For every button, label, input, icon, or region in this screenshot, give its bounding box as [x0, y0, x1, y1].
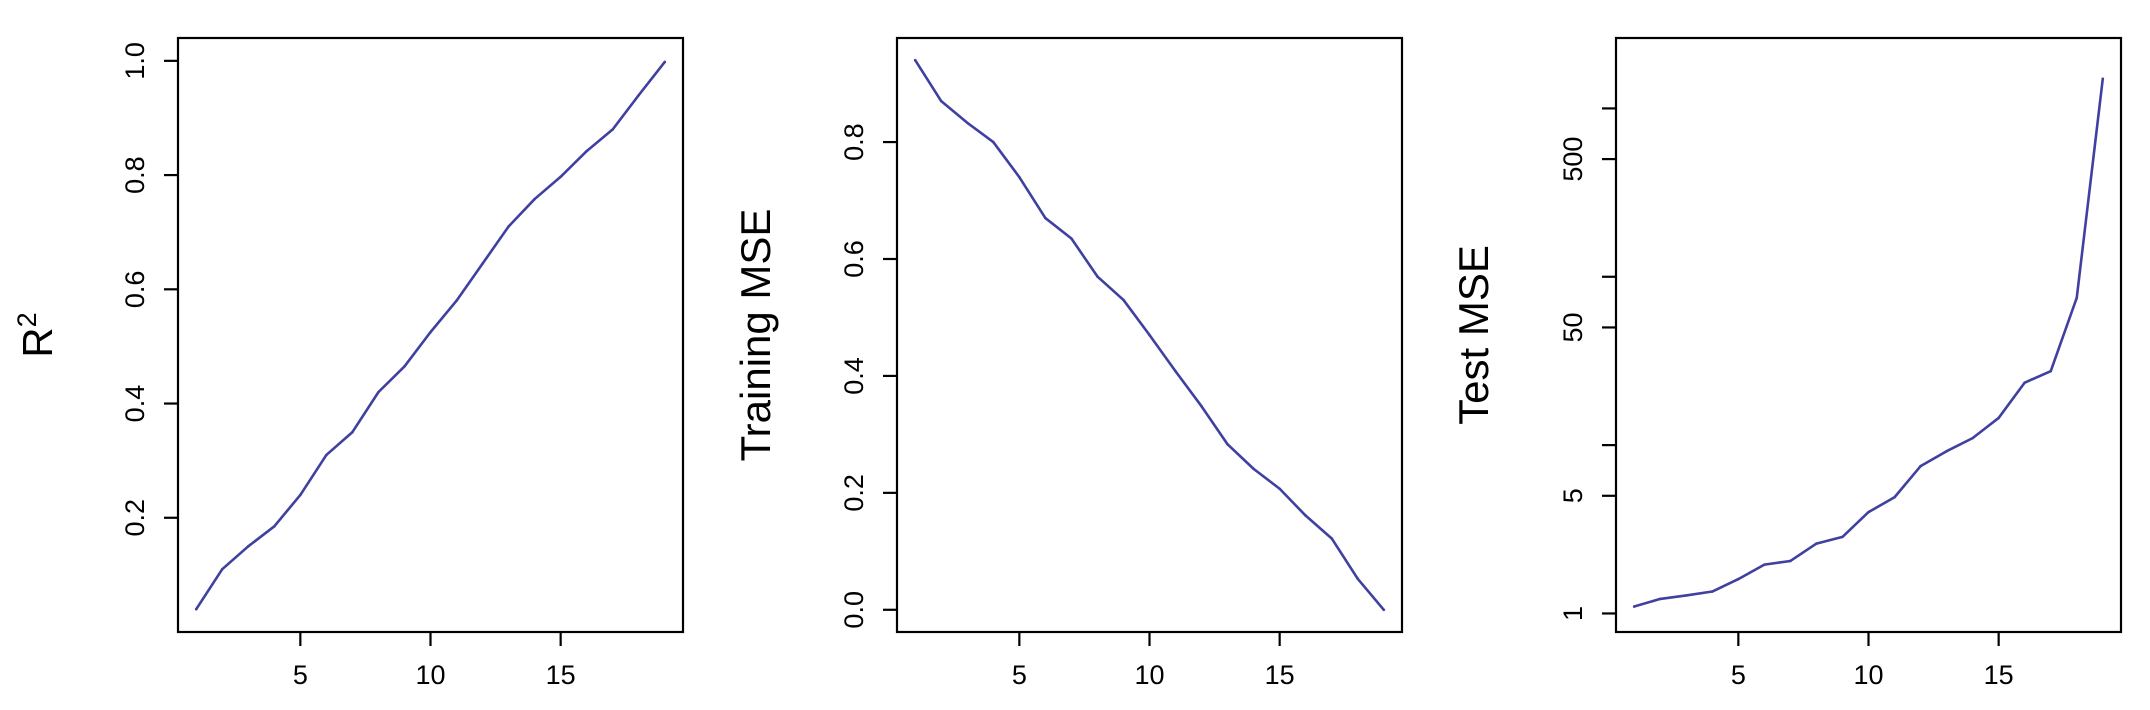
data-point: [1763, 563, 1766, 566]
data-point: [965, 121, 969, 125]
y-tick-label: 0.8: [120, 156, 150, 194]
data-point: [1789, 559, 1792, 563]
data-point: [2101, 77, 2105, 81]
series-line: [1632, 77, 2105, 608]
data-point: [1893, 495, 1896, 499]
y-tick-label: 5: [1558, 488, 1588, 503]
data-point: [1070, 237, 1073, 240]
y-axis-label: R2: [12, 312, 61, 357]
x-tick-label: 15: [1265, 660, 1295, 690]
data-point: [1174, 369, 1177, 373]
x-tick-label: 10: [1134, 660, 1164, 690]
data-point: [1382, 608, 1386, 612]
data-point: [2023, 381, 2026, 384]
data-point: [194, 607, 198, 611]
data-point: [1356, 577, 1360, 581]
y-tick-label: 0.0: [839, 591, 869, 629]
data-point: [1919, 464, 1922, 468]
data-point: [351, 430, 354, 434]
data-point: [1200, 405, 1203, 408]
y-tick-label: 0.8: [839, 123, 869, 161]
y-tick-label: 0.4: [839, 357, 869, 395]
data-point: [1096, 275, 1099, 278]
y-tick-label: 0.2: [839, 474, 869, 512]
y-tick-label: 0.2: [120, 499, 150, 537]
x-tick-label: 15: [546, 660, 576, 690]
data-point: [1997, 416, 2000, 420]
x-tick-label: 5: [1012, 660, 1027, 690]
y-tick-label: 0.6: [839, 240, 869, 278]
y-tick-label: 500: [1558, 137, 1588, 182]
data-point: [1737, 577, 1740, 581]
data-point: [273, 525, 276, 528]
data-point: [429, 330, 432, 334]
data-point: [1044, 216, 1047, 220]
data-point: [2075, 296, 2079, 300]
data-point: [299, 493, 302, 497]
x-tick-label: 10: [1853, 660, 1883, 690]
data-point: [533, 197, 536, 201]
plot-frame: [1614, 36, 2123, 634]
data-point: [481, 262, 484, 265]
panel-2: 5 10 15 0.0 0.2 0.4 0.6 0.8 Training MSE: [732, 36, 1404, 690]
data-point: [1841, 535, 1844, 539]
y-tick-label: 1: [1558, 606, 1588, 621]
y-tick-label: 0.6: [120, 271, 150, 309]
y-tick-label: 1.0: [120, 42, 150, 80]
data-point: [1971, 436, 1974, 440]
x-tick-label: 5: [293, 660, 308, 690]
y-tick-label: 0.4: [120, 385, 150, 423]
data-point: [1304, 514, 1307, 517]
data-point: [1711, 590, 1714, 593]
data-point: [913, 58, 917, 62]
data-point: [637, 93, 641, 97]
x-tick-label: 10: [415, 660, 445, 690]
panel-1: 5 10 15 0.2 0.4 0.6 0.8 1.0 R2: [12, 36, 685, 690]
data-point: [1330, 537, 1334, 540]
y-tick-label: 50: [1558, 312, 1588, 342]
data-point: [939, 99, 943, 103]
data-point: [585, 149, 588, 153]
data-point: [1148, 333, 1151, 337]
data-point: [1252, 467, 1255, 471]
series-line: [194, 60, 667, 611]
data-point: [1226, 443, 1229, 446]
y-axis-label: Training MSE: [732, 209, 779, 462]
data-point: [507, 225, 510, 228]
data-point: [1945, 449, 1948, 453]
x-tick-label: 5: [1731, 660, 1746, 690]
data-point: [377, 390, 380, 394]
data-point: [1122, 298, 1125, 302]
data-point: [455, 299, 458, 303]
data-point: [1684, 594, 1688, 597]
data-point: [1658, 597, 1662, 601]
data-point: [325, 453, 328, 457]
data-point: [1278, 487, 1281, 491]
data-point: [246, 545, 250, 548]
data-point: [611, 128, 615, 131]
data-point: [1632, 605, 1636, 608]
data-point: [1815, 542, 1818, 545]
y-axis-label: Test MSE: [1450, 245, 1497, 425]
data-point: [1018, 175, 1021, 179]
data-point: [220, 567, 224, 571]
data-point: [403, 365, 406, 368]
data-point: [1867, 510, 1870, 514]
x-tick-label: 15: [1984, 660, 2014, 690]
data-point: [663, 60, 667, 64]
data-point: [559, 175, 562, 179]
data-point: [992, 140, 995, 144]
data-point: [2049, 369, 2053, 373]
